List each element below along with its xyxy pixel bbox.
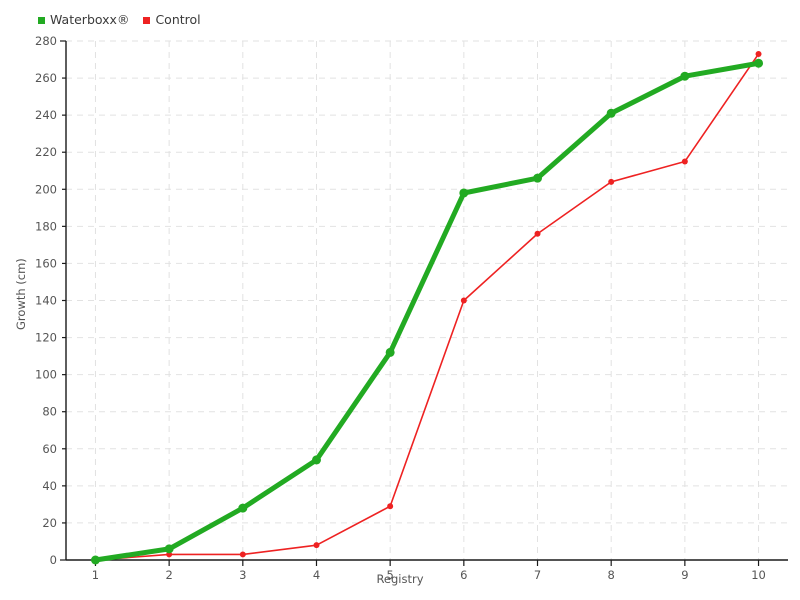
- svg-text:220: 220: [35, 145, 57, 159]
- data-point[interactable]: [460, 297, 467, 304]
- data-point[interactable]: [90, 555, 100, 565]
- svg-text:40: 40: [42, 479, 57, 493]
- x-axis-title: Registry: [376, 572, 424, 586]
- svg-text:3: 3: [239, 568, 246, 582]
- legend-label-waterboxx: Waterboxx®: [50, 11, 130, 27]
- legend-swatch-waterboxx: [38, 16, 45, 24]
- chart-legend: Waterboxx® Control: [38, 11, 201, 29]
- data-point[interactable]: [680, 71, 690, 81]
- svg-text:1: 1: [92, 568, 99, 582]
- svg-text:260: 260: [35, 71, 57, 85]
- svg-text:10: 10: [751, 568, 766, 582]
- series-waterboxx: [90, 58, 764, 565]
- data-point[interactable]: [387, 503, 394, 510]
- svg-text:180: 180: [35, 219, 57, 233]
- data-point[interactable]: [164, 544, 174, 554]
- data-point[interactable]: [754, 58, 764, 68]
- data-point[interactable]: [681, 158, 688, 165]
- svg-text:5: 5: [386, 568, 393, 582]
- svg-text:2: 2: [165, 568, 172, 582]
- svg-text:0: 0: [50, 553, 57, 567]
- legend-label-control: Control: [155, 11, 201, 27]
- data-point[interactable]: [239, 551, 246, 558]
- legend-entry-waterboxx[interactable]: Waterboxx®: [38, 11, 130, 27]
- y-axis-ticks: 0 20 40 60 80 100 120 140 160 180 200 220 240 260 280: [35, 34, 66, 567]
- legend-swatch-control: [143, 16, 151, 24]
- data-point[interactable]: [606, 108, 616, 118]
- svg-text:240: 240: [35, 108, 57, 122]
- data-point[interactable]: [533, 173, 543, 183]
- svg-text:8: 8: [608, 568, 615, 582]
- svg-text:60: 60: [42, 442, 57, 456]
- data-point[interactable]: [608, 178, 615, 185]
- svg-text:200: 200: [35, 182, 57, 196]
- data-point[interactable]: [459, 188, 469, 198]
- svg-text:280: 280: [35, 34, 57, 48]
- svg-text:140: 140: [35, 294, 57, 308]
- data-point[interactable]: [313, 542, 320, 549]
- svg-text:6: 6: [460, 568, 467, 582]
- svg-text:4: 4: [313, 568, 320, 582]
- data-point[interactable]: [755, 50, 762, 57]
- svg-text:7: 7: [534, 568, 541, 582]
- svg-text:120: 120: [35, 331, 57, 345]
- data-point[interactable]: [311, 455, 321, 465]
- svg-text:9: 9: [681, 568, 688, 582]
- data-point[interactable]: [238, 503, 248, 513]
- y-axis-title: Growth (cm): [14, 258, 28, 330]
- legend-entry-control[interactable]: Control: [143, 11, 201, 27]
- svg-text:80: 80: [42, 405, 57, 419]
- data-point[interactable]: [534, 230, 541, 237]
- grid-lines: [66, 40, 788, 560]
- data-point[interactable]: [385, 347, 395, 357]
- svg-text:20: 20: [42, 516, 57, 530]
- svg-text:160: 160: [35, 256, 57, 270]
- svg-text:100: 100: [35, 368, 57, 382]
